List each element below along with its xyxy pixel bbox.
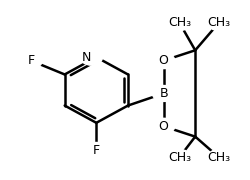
Circle shape	[168, 149, 190, 165]
Text: CH₃: CH₃	[208, 16, 231, 29]
Text: F: F	[28, 54, 34, 67]
Circle shape	[152, 118, 175, 134]
Circle shape	[80, 49, 102, 65]
Circle shape	[85, 142, 108, 158]
Circle shape	[208, 15, 230, 31]
Circle shape	[152, 86, 175, 101]
Circle shape	[152, 53, 175, 69]
Text: B: B	[159, 87, 168, 100]
Circle shape	[208, 149, 230, 165]
Circle shape	[168, 15, 190, 31]
Text: CH₃: CH₃	[168, 16, 191, 29]
Text: N: N	[82, 51, 92, 64]
Text: CH₃: CH₃	[168, 151, 191, 164]
Text: CH₃: CH₃	[208, 151, 231, 164]
Text: O: O	[159, 54, 168, 67]
Circle shape	[20, 53, 42, 69]
Text: F: F	[93, 144, 100, 157]
Text: O: O	[159, 120, 168, 133]
